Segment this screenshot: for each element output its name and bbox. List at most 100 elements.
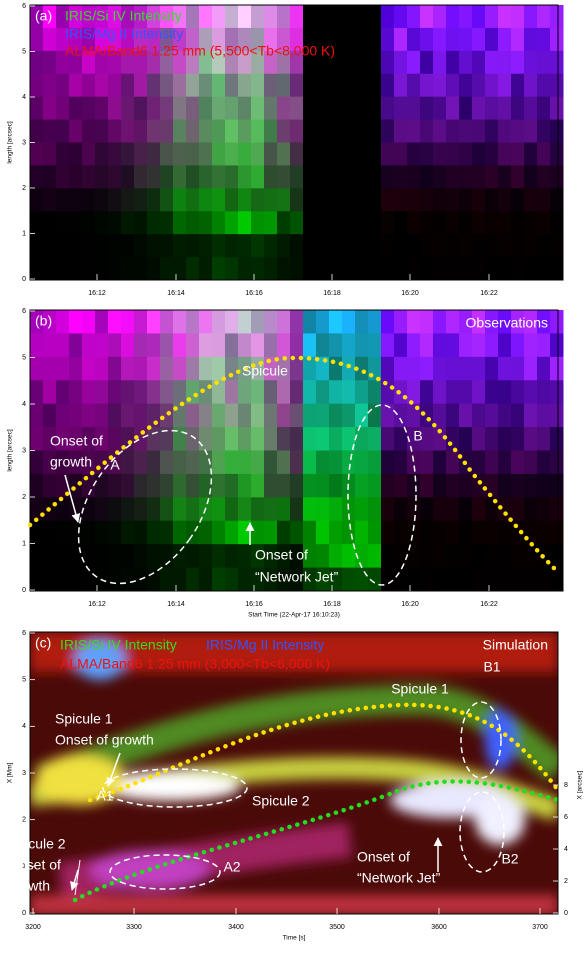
legend-entry: ALMA/Band6 1.25 mm (5,500<Tb<8,000 K) bbox=[65, 43, 335, 59]
image-cell bbox=[342, 520, 356, 545]
image-cell bbox=[498, 427, 512, 451]
image-cell bbox=[212, 450, 226, 475]
image-cell bbox=[459, 5, 473, 29]
image-cell bbox=[30, 50, 44, 75]
image-cell bbox=[355, 73, 369, 98]
image-cell bbox=[368, 473, 382, 498]
image-cell bbox=[303, 27, 317, 52]
image-cell bbox=[173, 356, 187, 381]
image-cell bbox=[316, 427, 330, 451]
image-cell bbox=[30, 142, 44, 166]
image-cell bbox=[186, 96, 200, 121]
image-cell bbox=[43, 211, 57, 235]
image-cell bbox=[524, 544, 538, 569]
image-cell bbox=[69, 5, 83, 29]
image-cell bbox=[147, 96, 161, 121]
image-cell bbox=[82, 356, 96, 381]
image-cell bbox=[147, 333, 161, 358]
image-cell bbox=[95, 427, 109, 451]
image-cell bbox=[160, 356, 174, 381]
image-cell bbox=[407, 497, 421, 522]
image-cell bbox=[316, 257, 330, 281]
image-cell bbox=[108, 142, 122, 166]
spicule1-track bbox=[87, 702, 558, 803]
image-cell bbox=[121, 119, 135, 143]
image-cell bbox=[355, 450, 369, 475]
image-cell bbox=[290, 520, 304, 545]
image-cell bbox=[485, 380, 499, 405]
image-cell bbox=[225, 73, 239, 98]
image-cell bbox=[290, 544, 304, 569]
image-cell bbox=[381, 356, 395, 381]
image-cell bbox=[160, 567, 174, 592]
image-cell bbox=[186, 211, 200, 235]
image-cell bbox=[342, 257, 356, 281]
image-cell bbox=[160, 473, 174, 498]
image-cell bbox=[381, 50, 395, 75]
image-cell bbox=[82, 165, 96, 189]
image-cell bbox=[303, 142, 317, 166]
image-cell bbox=[186, 450, 200, 475]
image-cell bbox=[498, 567, 512, 592]
image-cell bbox=[56, 188, 70, 212]
image-cell bbox=[342, 165, 356, 189]
image-cell bbox=[550, 188, 564, 212]
image-cell bbox=[95, 257, 109, 281]
image-cell bbox=[121, 73, 135, 98]
image-cell bbox=[199, 234, 213, 258]
image-cell bbox=[30, 27, 44, 52]
image-cell bbox=[238, 188, 252, 212]
image-cell bbox=[394, 50, 408, 75]
image-cell bbox=[368, 310, 382, 334]
image-cell bbox=[381, 427, 395, 451]
image-cell bbox=[446, 567, 460, 592]
image-cell bbox=[108, 544, 122, 569]
image-cell bbox=[459, 567, 473, 592]
image-cell bbox=[186, 188, 200, 212]
image-cell bbox=[212, 497, 226, 522]
image-cell bbox=[173, 188, 187, 212]
image-cell bbox=[550, 356, 564, 381]
image-cell bbox=[329, 450, 343, 475]
image-cell bbox=[342, 450, 356, 475]
image-cell bbox=[238, 310, 252, 334]
image-cell bbox=[355, 544, 369, 569]
image-cell bbox=[290, 333, 304, 358]
image-cell bbox=[95, 356, 109, 381]
image-cell bbox=[537, 211, 551, 235]
image-cell bbox=[121, 567, 135, 592]
blob bbox=[75, 640, 125, 680]
image-cell bbox=[498, 5, 512, 29]
image-cell bbox=[329, 234, 343, 258]
image-cell bbox=[199, 119, 213, 143]
image-cell bbox=[238, 165, 252, 189]
image-cell bbox=[186, 50, 200, 75]
image-cell bbox=[394, 5, 408, 29]
annotation: A2 bbox=[223, 859, 240, 875]
image-cell bbox=[303, 427, 317, 451]
image-cell bbox=[134, 188, 148, 212]
image-cell bbox=[459, 188, 473, 212]
image-cell bbox=[368, 257, 382, 281]
image-cell bbox=[238, 333, 252, 358]
image-cell bbox=[524, 380, 538, 405]
image-cell bbox=[82, 257, 96, 281]
image-cell bbox=[82, 188, 96, 212]
image-cell bbox=[95, 380, 109, 405]
y-tick-label: 0 bbox=[22, 910, 26, 917]
image-cell bbox=[238, 473, 252, 498]
image-cell bbox=[238, 211, 252, 235]
image-cell bbox=[511, 473, 525, 498]
image-cell bbox=[134, 119, 148, 143]
image-cell bbox=[511, 142, 525, 166]
image-cell bbox=[134, 234, 148, 258]
image-cell bbox=[550, 5, 564, 29]
image-cell bbox=[82, 497, 96, 522]
image-cell bbox=[472, 27, 486, 52]
image-cell bbox=[225, 567, 239, 592]
image-cell bbox=[550, 119, 564, 143]
image-cell bbox=[277, 473, 291, 498]
image-cell bbox=[316, 5, 330, 29]
image-cell bbox=[225, 119, 239, 143]
image-cell bbox=[342, 356, 356, 381]
